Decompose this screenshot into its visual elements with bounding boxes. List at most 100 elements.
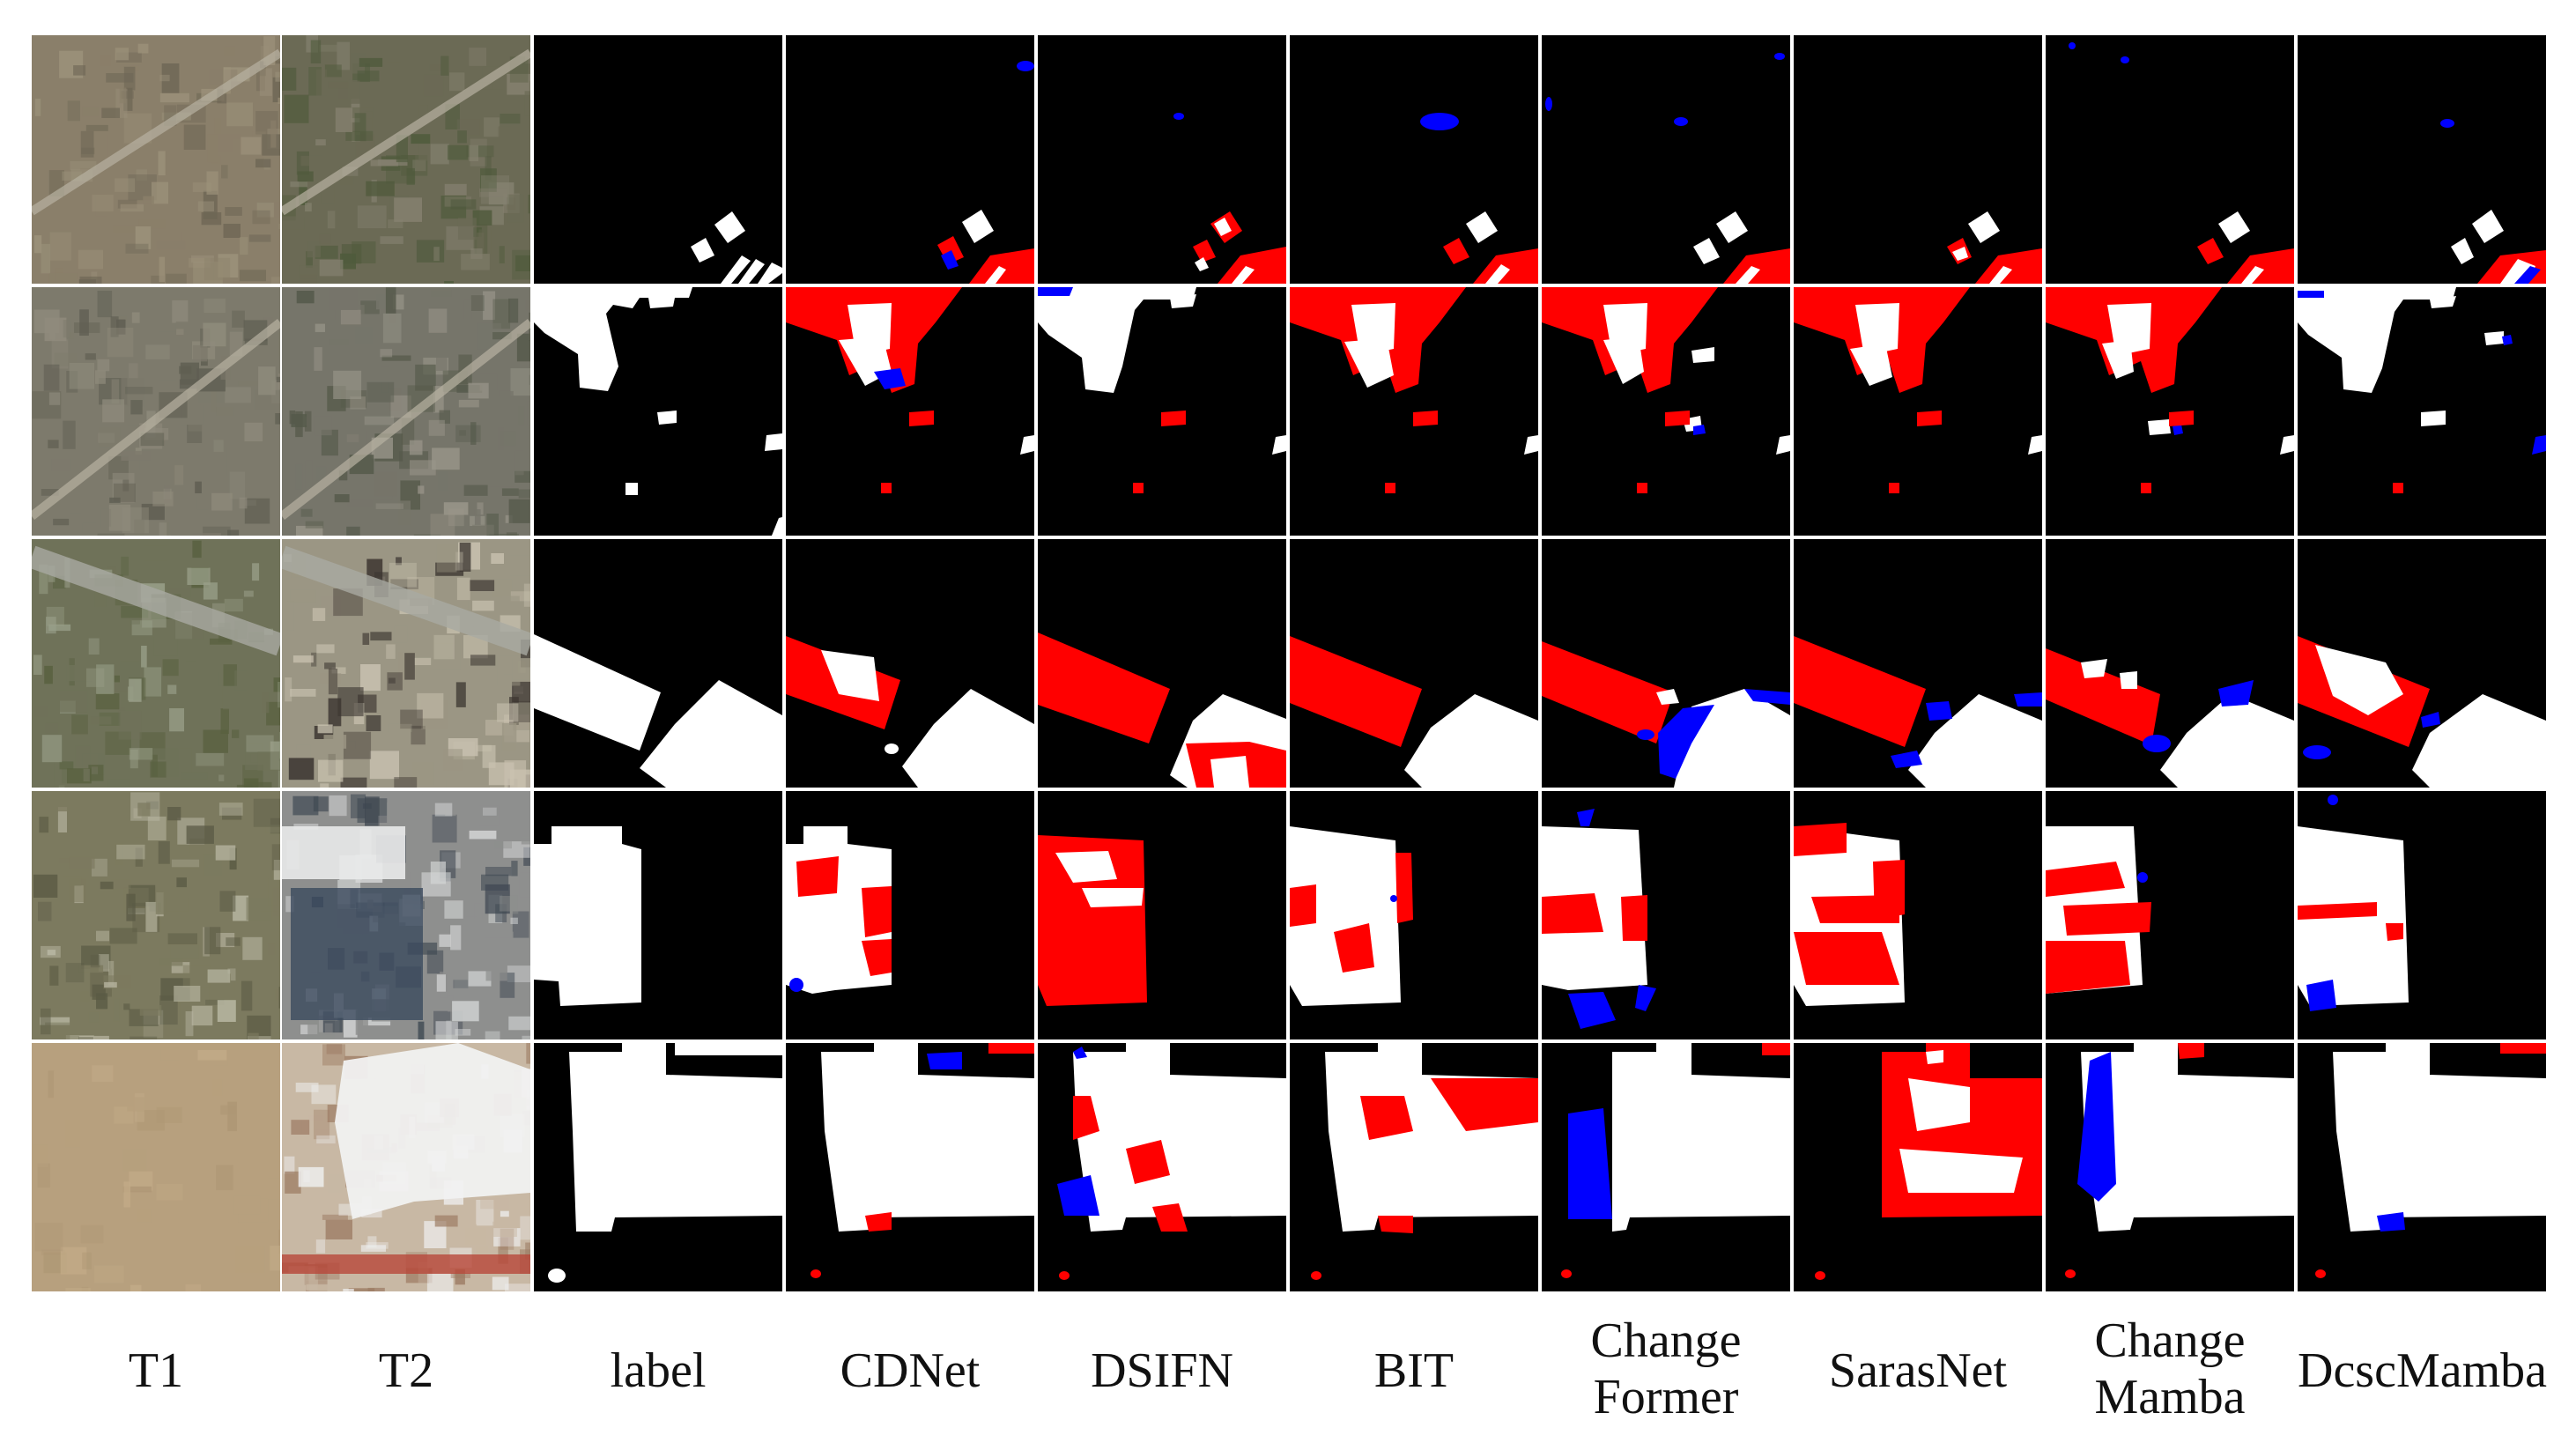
- cdnet-tile-row-5: [786, 1043, 1034, 1291]
- change-region-detected: [821, 650, 879, 701]
- t1-image-row-2: [32, 287, 280, 536]
- dsifn-tile-row-3: [1038, 539, 1286, 788]
- change-region-missed: [1311, 1271, 1321, 1280]
- change-region-detected: [1693, 238, 1720, 264]
- t1-tile-row-2: [32, 287, 280, 536]
- change-region-detected: [534, 826, 641, 1006]
- change-region-missed: [2393, 483, 2403, 493]
- change-region-detected: [1716, 211, 1748, 243]
- change-region-detected: [548, 1269, 566, 1283]
- changemamba-tile-row-5: [2046, 1043, 2294, 1291]
- change-region-detected: [2028, 435, 2042, 455]
- changemamba-tile-row-4: [2046, 791, 2294, 1039]
- change-region-false-alarm: [2502, 335, 2513, 345]
- change-region-false-alarm: [1637, 729, 1654, 740]
- change-region-detected: [1899, 1149, 2023, 1193]
- changemamba-tile-row-1: [2046, 35, 2294, 284]
- change-region-false-alarm: [1568, 992, 1616, 1029]
- change-region-missed: [1794, 823, 1847, 856]
- change-region-missed: [969, 248, 1034, 284]
- change-region-false-alarm: [1674, 117, 1688, 126]
- dsifn-tile-row-1: [1038, 35, 1286, 284]
- label-image-row-1: [534, 35, 782, 284]
- change-region-detected: [2333, 1043, 2546, 1232]
- change-region-missed: [1133, 483, 1144, 493]
- column-label-changemamba: Change Mamba: [2046, 1313, 2294, 1425]
- column-label-sarasnet: SarasNet: [1794, 1343, 2042, 1399]
- change-region-detected: [714, 211, 745, 243]
- change-region-false-alarm: [2328, 795, 2338, 805]
- change-region-detected: [1908, 1078, 1970, 1131]
- column-label-bit: BIT: [1290, 1343, 1538, 1399]
- change-region-false-alarm: [1073, 1047, 1087, 1059]
- changemamba-image-row-1: [2046, 35, 2294, 284]
- t2-tile-row-1: [282, 35, 530, 284]
- column-label-line: Mamba: [2094, 1370, 2246, 1424]
- change-region-false-alarm: [2218, 680, 2254, 707]
- bit-tile-row-5: [1290, 1043, 1538, 1291]
- change-region-detected: [2484, 331, 2504, 345]
- change-region-detected: [2315, 645, 2403, 715]
- changemamba-image-row-3: [2046, 539, 2294, 788]
- sarasnet-tile-row-5: [1794, 1043, 2042, 1291]
- change-region-detected: [2430, 296, 2456, 308]
- column-label-line: CDNet: [840, 1343, 981, 1398]
- change-region-missed: [1193, 240, 1216, 263]
- change-region-detected: [534, 287, 692, 391]
- change-region-missed: [1917, 411, 1942, 426]
- change-region-detected: [1612, 1043, 1790, 1232]
- change-region-detected: [2102, 340, 2134, 379]
- change-region-missed: [862, 939, 892, 976]
- t2-tile-row-3: [282, 539, 530, 788]
- bit-image-row-3: [1290, 539, 1538, 788]
- bit-image-row-5: [1290, 1043, 1538, 1291]
- column-label-line: DcscMamba: [2298, 1343, 2548, 1398]
- change-region-detected: [2148, 419, 2171, 435]
- change-region-missed: [2227, 248, 2294, 284]
- change-region-false-alarm: [1420, 113, 1459, 130]
- cdnet-image-row-3: [786, 539, 1034, 788]
- change-region-missed: [1762, 1043, 1790, 1055]
- change-region-detected: [1968, 211, 2000, 243]
- dsifn-image-row-2: [1038, 287, 1286, 536]
- label-image-row-2: [534, 287, 782, 536]
- change-region-detected: [2241, 266, 2264, 284]
- change-region-detected: [1073, 1043, 1286, 1232]
- change-region-detected: [569, 1043, 782, 1232]
- change-region-detected: [902, 689, 1034, 788]
- sarasnet-image-row-4: [1794, 791, 2042, 1039]
- dcscmamba-image-row-1: [2298, 35, 2546, 284]
- change-region-missed: [1794, 932, 1899, 985]
- dcscmamba-tile-row-3: [2298, 539, 2546, 788]
- change-region-false-alarm: [1390, 895, 1397, 902]
- change-region-false-alarm: [927, 1052, 962, 1069]
- sarasnet-tile-row-3: [1794, 539, 2042, 788]
- change-region-missed: [1038, 633, 1170, 743]
- column-label-line: T1: [128, 1343, 184, 1398]
- change-region-missed: [1443, 238, 1469, 264]
- change-region-false-alarm: [2532, 435, 2546, 455]
- change-region-detected: [1776, 435, 1790, 455]
- dcscmamba-tile-row-1: [2298, 35, 2546, 284]
- change-region-false-alarm: [1926, 701, 1952, 721]
- t1-tile-row-3: [32, 539, 280, 788]
- changeformer-image-row-1: [1542, 35, 1790, 284]
- change-region-missed: [1360, 1096, 1413, 1140]
- change-region-false-alarm: [1038, 287, 1073, 296]
- change-region-detected: [758, 263, 782, 284]
- change-region-false-alarm: [2173, 425, 2183, 435]
- change-region-missed: [1561, 1269, 1572, 1278]
- change-region-missed: [2063, 902, 2151, 936]
- change-region-missed: [2065, 1269, 2076, 1278]
- change-region-missed: [1152, 1203, 1188, 1232]
- change-region-false-alarm: [2014, 692, 2042, 707]
- cdnet-image-row-5: [786, 1043, 1034, 1291]
- change-region-detected: [1404, 694, 1538, 788]
- bit-image-row-2: [1290, 287, 1538, 536]
- column-label-line: label: [610, 1343, 707, 1398]
- change-region-detected: [1038, 287, 1196, 393]
- change-region-missed: [1290, 884, 1316, 927]
- change-region-false-alarm: [2514, 266, 2541, 284]
- t2-tile-row-2: [282, 287, 530, 536]
- change-region-detected: [1214, 218, 1232, 236]
